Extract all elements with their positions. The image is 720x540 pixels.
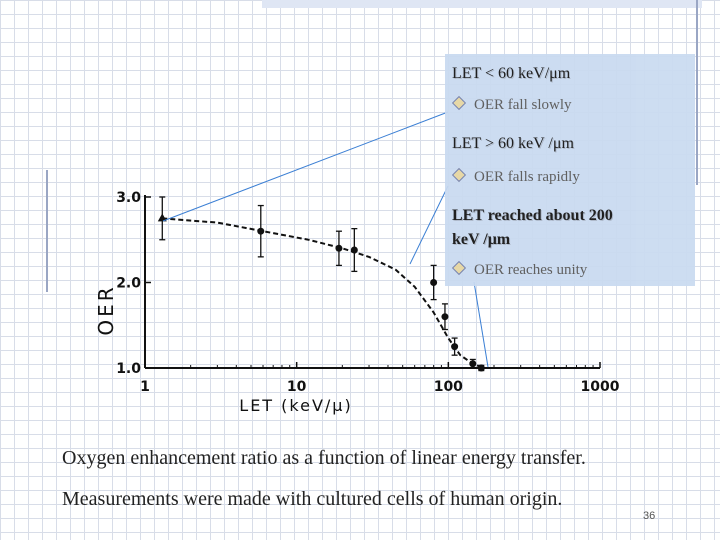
chart-axes bbox=[144, 195, 601, 369]
data-point bbox=[350, 246, 358, 254]
data-point bbox=[430, 279, 438, 286]
accent-line-left bbox=[46, 170, 48, 292]
data-points bbox=[157, 196, 485, 372]
callout-bullet-1: OER fall slowly bbox=[451, 95, 572, 114]
pointer-line-1 bbox=[162, 111, 449, 222]
header-bar bbox=[262, 0, 702, 8]
pointer-line-2 bbox=[409, 185, 449, 265]
data-point-triangle bbox=[157, 213, 167, 222]
callout-bullet-text: OER falls rapidly bbox=[474, 169, 580, 185]
let-callout-box: LET < 60 keV/μm OER fall slowly LET > 60… bbox=[445, 54, 695, 286]
data-point bbox=[441, 313, 449, 321]
data-point bbox=[257, 227, 265, 235]
data-point bbox=[469, 360, 477, 368]
x-tick-label: 100 bbox=[434, 379, 463, 395]
callout-heading-high-let: LET > 60 keV /μm bbox=[452, 135, 574, 152]
y-tick-label: 3.0 bbox=[116, 190, 141, 206]
data-point bbox=[477, 364, 485, 372]
callout-heading-unity-2: keV /μm bbox=[452, 231, 511, 248]
data-point bbox=[335, 244, 343, 252]
x-axis-label: LET (keV/μ) bbox=[239, 396, 352, 415]
callout-bullet-2: OER falls rapidly bbox=[451, 167, 580, 186]
diamond-bullet-icon bbox=[451, 167, 467, 183]
tick-labels: 1 10 100 1000 1.0 2.0 3.0 bbox=[116, 190, 620, 395]
caption-line-2: Measurements were made with cultured cel… bbox=[62, 488, 563, 510]
x-tick-label: 10 bbox=[287, 379, 307, 395]
slide-number: 36 bbox=[643, 510, 656, 522]
y-tick-label: 1.0 bbox=[116, 361, 141, 377]
x-tick-label: 1000 bbox=[581, 379, 620, 395]
y-axis-label: OER bbox=[94, 284, 118, 335]
callout-heading-unity-1: LET reached about 200 bbox=[452, 207, 613, 224]
pointer-line-3 bbox=[473, 281, 489, 368]
x-tick-label: 1 bbox=[140, 379, 150, 395]
oer-curve bbox=[162, 217, 484, 369]
accent-line-right bbox=[696, 0, 698, 185]
diamond-bullet-icon bbox=[451, 260, 467, 276]
callout-heading-low-let: LET < 60 keV/μm bbox=[452, 65, 571, 82]
y-tick-label: 2.0 bbox=[116, 276, 141, 292]
caption-line-1: Oxygen enhancement ratio as a function o… bbox=[62, 447, 586, 469]
diamond-bullet-icon bbox=[451, 95, 467, 111]
callout-bullet-text: OER reaches unity bbox=[474, 262, 588, 278]
callout-bullet-text: OER fall slowly bbox=[474, 97, 572, 113]
data-point bbox=[451, 343, 459, 351]
callout-bullet-3: OER reaches unity bbox=[451, 260, 588, 279]
